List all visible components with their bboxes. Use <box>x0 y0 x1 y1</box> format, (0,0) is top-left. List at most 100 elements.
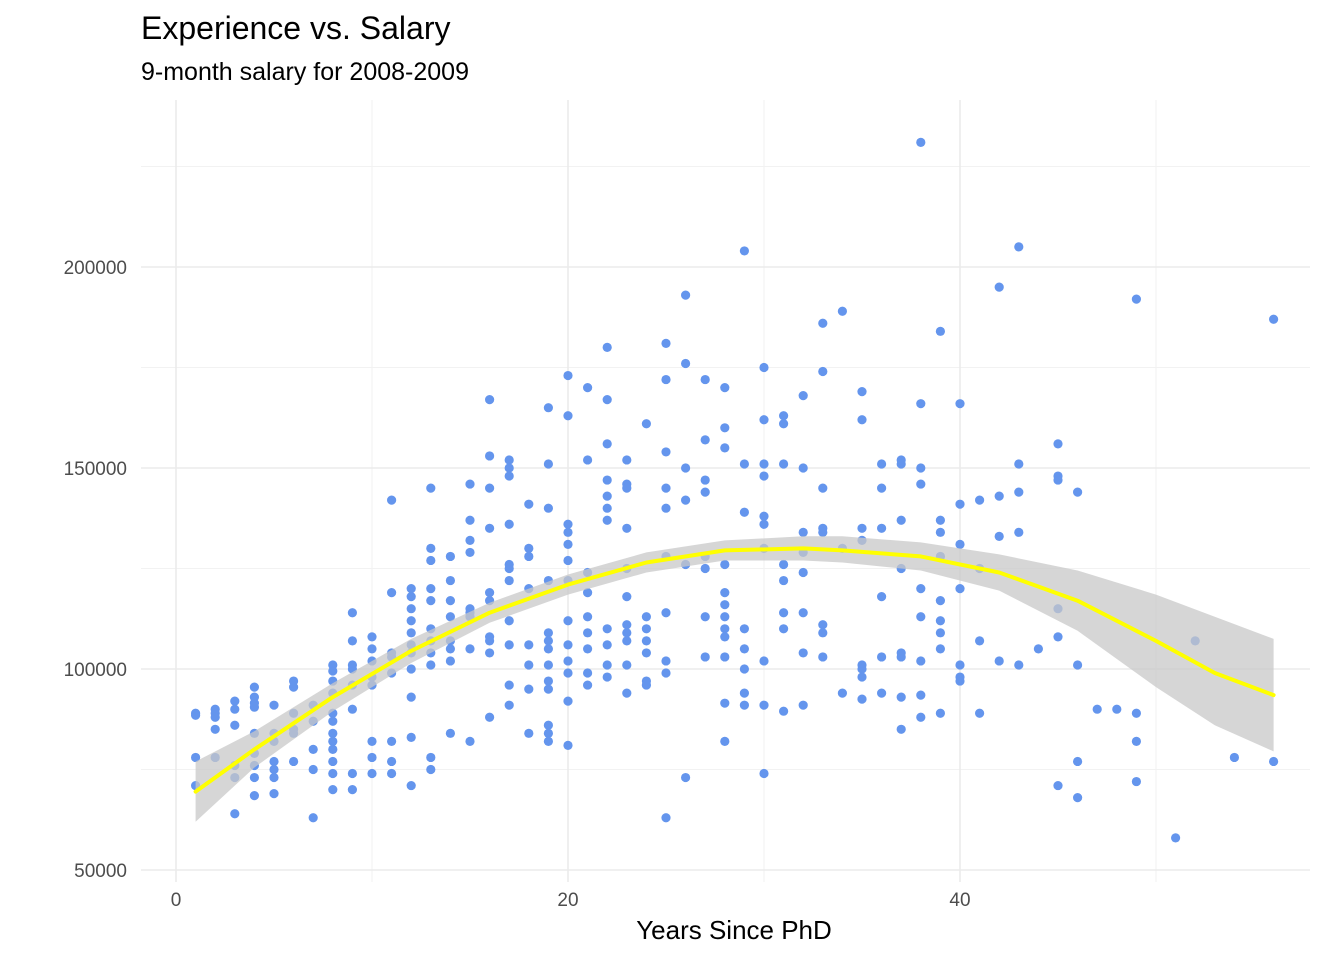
data-point <box>877 688 887 698</box>
data-point <box>720 612 730 622</box>
data-point <box>681 772 691 783</box>
data-point <box>818 620 828 630</box>
data-point <box>465 736 475 746</box>
data-point <box>622 592 632 602</box>
data-point <box>602 660 612 670</box>
data-point <box>191 752 201 763</box>
data-point <box>994 531 1004 541</box>
data-point <box>916 137 926 147</box>
data-point <box>328 744 338 755</box>
data-point <box>759 471 769 481</box>
data-point <box>1014 459 1024 469</box>
data-point <box>543 684 554 694</box>
data-point <box>583 628 593 638</box>
data-point <box>955 539 965 549</box>
data-point <box>975 636 985 646</box>
data-point <box>661 338 671 348</box>
data-point <box>426 543 436 554</box>
data-point <box>720 632 730 642</box>
data-point <box>289 682 299 692</box>
data-point <box>661 447 671 457</box>
data-point <box>406 584 416 594</box>
data-point <box>563 640 573 650</box>
data-point <box>465 547 475 558</box>
data-point <box>994 491 1004 501</box>
data-point <box>445 644 455 654</box>
data-point <box>779 706 789 716</box>
data-point <box>367 752 377 763</box>
data-point <box>798 527 808 537</box>
data-point <box>700 374 710 385</box>
data-point <box>857 415 867 425</box>
data-point <box>328 666 338 676</box>
data-point <box>622 483 632 493</box>
data-point <box>328 785 338 795</box>
data-point <box>543 644 554 654</box>
data-point <box>328 716 338 726</box>
data-point <box>406 616 416 626</box>
data-point <box>622 688 632 698</box>
data-point <box>622 660 632 670</box>
data-point <box>1131 294 1141 304</box>
data-point <box>661 668 671 678</box>
data-point <box>1073 756 1083 767</box>
data-point <box>818 483 828 493</box>
data-point <box>739 459 750 469</box>
data-point <box>602 503 612 513</box>
data-point <box>935 708 946 718</box>
y-tick-label: 50000 <box>74 861 127 882</box>
data-point <box>896 459 906 469</box>
data-point <box>857 672 867 682</box>
data-point <box>563 527 573 537</box>
y-tick-label: 100000 <box>64 660 127 681</box>
data-point <box>681 358 691 369</box>
data-point <box>720 736 730 746</box>
data-point <box>935 596 946 606</box>
data-point <box>387 756 397 767</box>
data-point <box>661 813 671 823</box>
data-point <box>445 612 455 622</box>
data-point <box>975 708 985 718</box>
data-point <box>602 395 612 405</box>
data-point <box>191 708 201 718</box>
data-point <box>916 463 926 473</box>
data-point <box>249 682 259 692</box>
data-point <box>1014 527 1024 537</box>
data-point <box>955 584 965 594</box>
data-point <box>504 471 514 481</box>
data-point <box>543 676 554 686</box>
data-point <box>779 419 789 429</box>
data-point <box>896 692 906 702</box>
data-point <box>1269 756 1279 767</box>
data-point <box>1014 242 1024 252</box>
data-point <box>583 383 593 393</box>
data-point <box>269 756 279 767</box>
data-point <box>387 768 397 779</box>
x-tick-label: 20 <box>557 890 578 911</box>
data-point <box>406 604 416 614</box>
data-point <box>524 684 534 694</box>
data-point <box>563 411 573 421</box>
data-point <box>563 668 573 678</box>
data-point <box>465 535 475 545</box>
data-point <box>543 628 554 638</box>
data-point <box>543 459 554 469</box>
data-point <box>602 624 612 634</box>
data-point <box>759 511 769 521</box>
data-point <box>504 575 514 586</box>
smooth-trend-line <box>193 546 1276 794</box>
data-point <box>661 483 671 493</box>
data-point <box>975 495 985 505</box>
data-point <box>328 736 338 746</box>
data-point <box>1053 780 1063 791</box>
data-point <box>739 688 750 698</box>
data-point <box>622 620 632 630</box>
data-point <box>720 698 730 708</box>
data-point <box>269 700 279 710</box>
data-point <box>406 692 416 702</box>
data-point <box>798 391 808 401</box>
data-point <box>249 772 259 783</box>
data-point <box>543 403 554 413</box>
data-point <box>347 704 357 714</box>
data-point <box>818 366 828 377</box>
